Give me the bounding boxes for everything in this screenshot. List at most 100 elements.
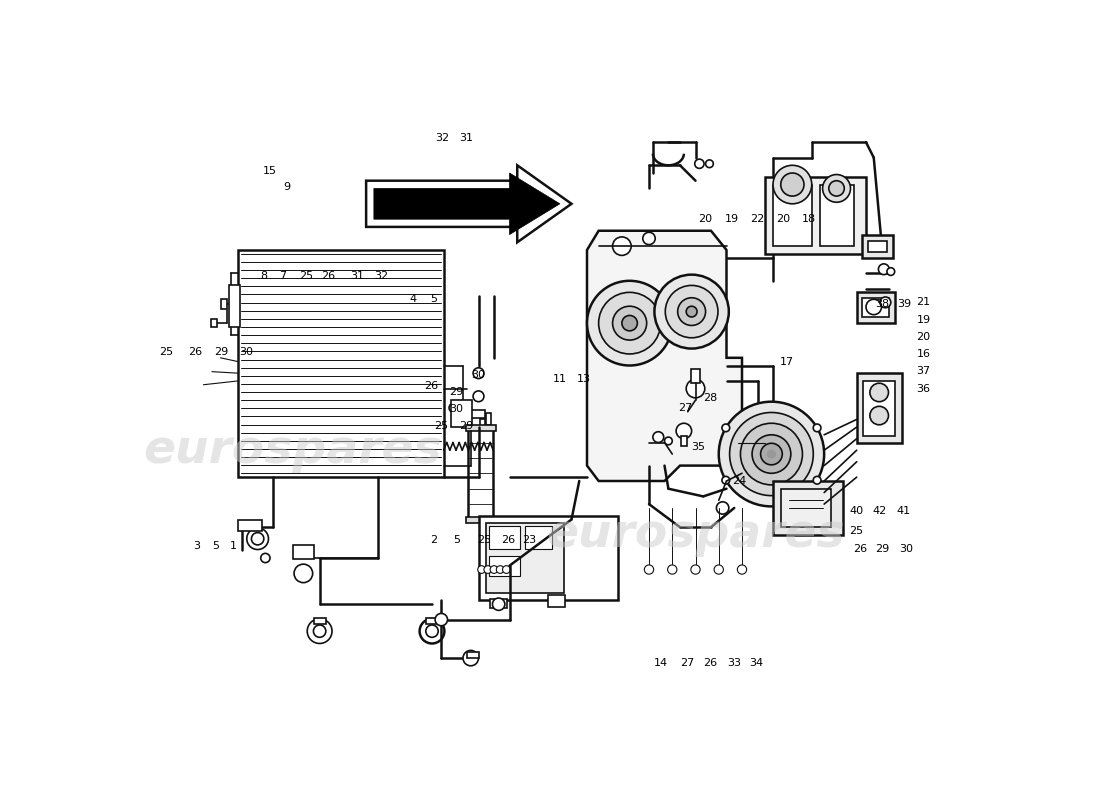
Circle shape [813,476,821,484]
Bar [221,299,228,309]
Bar [293,545,315,558]
Text: 27: 27 [679,402,693,413]
Text: 30: 30 [240,346,254,357]
Bar [426,618,438,624]
Bar [862,298,889,317]
Text: 3: 3 [194,541,200,550]
Text: 39: 39 [898,298,912,309]
Bar [471,410,485,418]
Circle shape [653,432,663,442]
Circle shape [760,443,782,465]
Polygon shape [587,230,742,481]
Bar [486,414,491,425]
Bar [525,526,552,549]
Text: 25: 25 [160,346,174,357]
Circle shape [645,565,653,574]
Text: 32: 32 [436,133,450,143]
Bar [491,599,507,608]
Circle shape [477,566,485,574]
Circle shape [436,614,448,626]
Text: 36: 36 [916,384,931,394]
Bar [239,519,262,531]
Text: 16: 16 [916,349,931,359]
Text: 30: 30 [900,544,913,554]
Text: 12: 12 [472,210,485,219]
Text: 26: 26 [321,271,336,281]
Text: 28: 28 [703,393,717,403]
Text: 5: 5 [431,294,438,304]
Text: 7: 7 [279,271,286,281]
Text: 37: 37 [916,366,931,376]
Circle shape [870,383,889,402]
Circle shape [752,435,791,474]
Text: 5: 5 [212,541,219,550]
Circle shape [737,565,747,574]
Bar [781,489,832,527]
Circle shape [716,502,729,514]
Polygon shape [366,166,572,242]
Text: 25: 25 [477,534,492,545]
Polygon shape [239,250,443,477]
Bar [478,516,618,600]
Text: 10: 10 [498,210,513,219]
Text: 30: 30 [472,370,485,380]
Bar [466,425,495,431]
Bar [211,319,218,327]
Bar [862,234,893,258]
Circle shape [419,619,444,643]
Circle shape [714,565,724,574]
Text: 42: 42 [872,506,887,516]
Bar [691,370,700,383]
Circle shape [314,625,326,638]
Circle shape [473,391,484,402]
Text: 2: 2 [430,534,438,545]
Circle shape [473,368,484,378]
Bar [857,292,895,323]
Bar [488,526,519,549]
Text: 5: 5 [453,534,461,545]
Polygon shape [374,173,560,234]
Text: eurospares: eurospares [143,428,442,473]
Bar [469,427,493,519]
Text: 29: 29 [460,421,474,430]
Text: 38: 38 [876,298,890,309]
Text: 31: 31 [351,271,364,281]
Circle shape [587,281,672,366]
Text: 24: 24 [733,476,747,486]
Text: 20: 20 [776,214,790,224]
Text: 21: 21 [916,298,931,307]
Bar [773,185,812,246]
Circle shape [773,166,812,204]
Text: 29: 29 [449,386,463,397]
Text: 19: 19 [725,214,739,224]
Text: 8: 8 [260,271,267,281]
Text: 14: 14 [653,658,668,668]
Circle shape [654,274,729,349]
Circle shape [261,554,270,562]
Circle shape [781,173,804,196]
Bar [480,419,485,431]
Bar [486,523,563,593]
Text: 41: 41 [896,506,910,516]
Text: 13: 13 [576,374,591,384]
Bar [229,285,240,327]
Circle shape [621,315,637,331]
Text: 26: 26 [854,544,868,554]
Text: 25: 25 [433,421,448,430]
Circle shape [686,379,705,398]
Circle shape [493,598,505,610]
Text: 34: 34 [749,658,763,668]
Circle shape [705,160,713,168]
Text: 25: 25 [849,526,864,536]
Text: 26: 26 [703,658,717,668]
Circle shape [307,619,332,643]
Text: 11: 11 [552,374,567,384]
Bar [480,435,485,446]
Circle shape [496,566,504,574]
Bar [466,517,495,523]
Circle shape [484,566,492,574]
Text: 17: 17 [780,357,794,367]
Text: 9: 9 [283,182,290,192]
Circle shape [887,268,894,275]
Circle shape [718,402,824,506]
